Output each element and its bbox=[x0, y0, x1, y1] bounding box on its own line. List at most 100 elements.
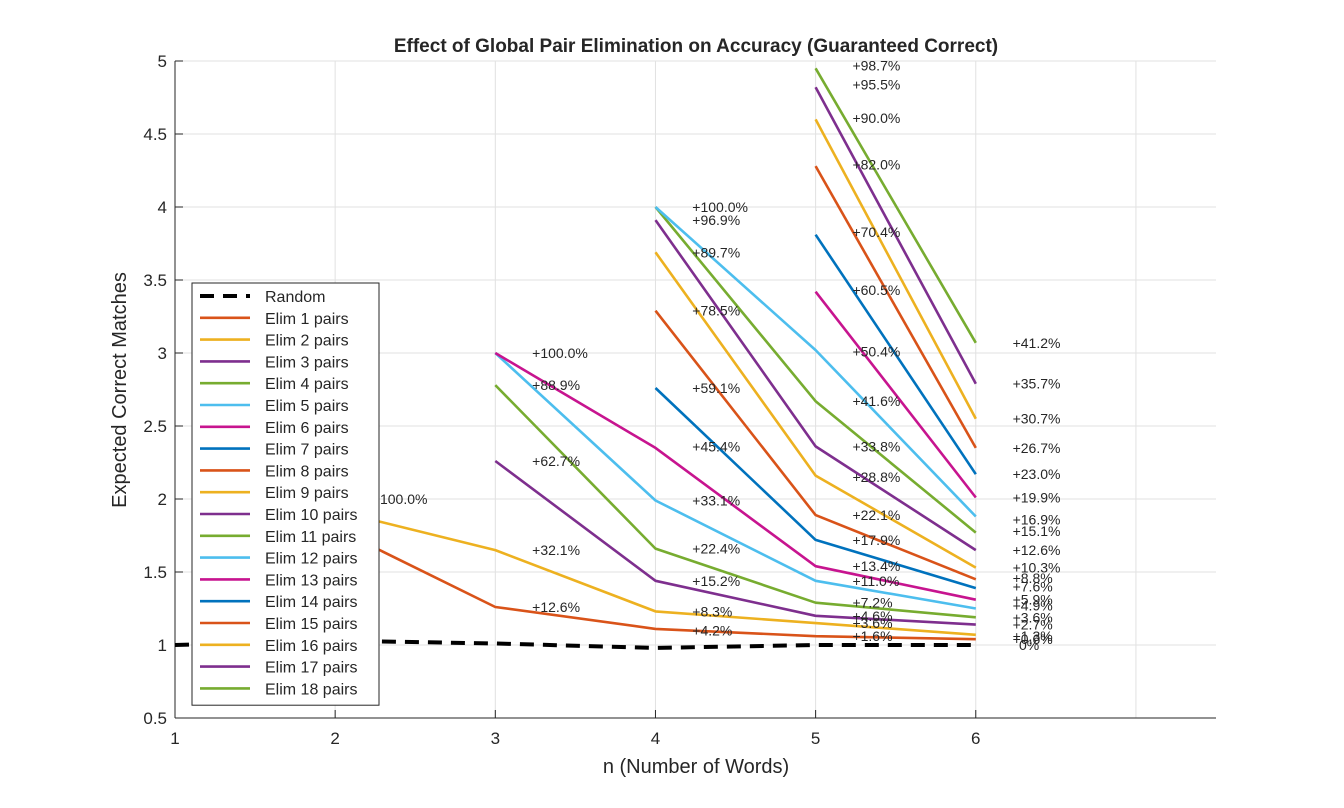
annotation-label: +8.3% bbox=[692, 603, 732, 619]
annotation-label: +89.7% bbox=[692, 244, 740, 260]
series-line-elim-18 bbox=[814, 67, 977, 344]
annotation-label: +100.0% bbox=[532, 345, 588, 361]
series-line-elim-9 bbox=[654, 251, 977, 569]
x-axis-label: n (Number of Words) bbox=[603, 756, 789, 778]
annotation-label: +90.0% bbox=[852, 110, 900, 126]
legend-entry: Elim 7 pairs bbox=[265, 442, 349, 459]
annotation-label: +15.2% bbox=[692, 573, 740, 589]
y-tick-label: 2.5 bbox=[143, 417, 167, 436]
annotation-label: +100.0% bbox=[692, 199, 748, 215]
x-tick-label: 2 bbox=[330, 729, 339, 748]
annotation-label: +3.6% bbox=[852, 615, 892, 631]
annotation-label: +28.8% bbox=[852, 469, 900, 485]
annotation-label: 0% bbox=[1019, 637, 1039, 653]
annotation-label: +15.1% bbox=[1013, 523, 1061, 539]
annotation-label: +11.0% bbox=[852, 573, 899, 589]
series-line-elim-4 bbox=[494, 384, 976, 619]
annotation-label: +16.9% bbox=[1013, 511, 1061, 527]
annotation-label: +95.5% bbox=[852, 76, 900, 92]
annotation-label: +4.9% bbox=[1013, 598, 1053, 614]
y-tick-label: 1 bbox=[158, 636, 167, 655]
x-ticks: 1 2 3 4 5 6 bbox=[170, 729, 980, 748]
annotation-label: +96.9% bbox=[692, 212, 740, 228]
series-line-elim-2 bbox=[334, 509, 976, 637]
y-tick-label: 1.5 bbox=[143, 563, 167, 582]
annotation-label: +7.2% bbox=[852, 595, 892, 611]
annotation-label: +12.6% bbox=[532, 599, 580, 615]
legend-entry: Elim 18 pairs bbox=[265, 681, 357, 698]
annotation-label: +7.6% bbox=[1013, 579, 1053, 595]
annotation-label: +45.4% bbox=[692, 438, 740, 454]
y-tick-label: 3.5 bbox=[143, 271, 167, 290]
series-line-elim-1 bbox=[334, 527, 976, 641]
annotation-label: +0.6% bbox=[1013, 631, 1053, 647]
y-tick-label: 0.5 bbox=[143, 709, 167, 728]
series-line-elim-14 bbox=[814, 233, 977, 475]
annotation-label: +12.6% bbox=[1013, 542, 1061, 558]
annotations: 100.0% +100.0% +88.9% +62.7% +32.1% +12.6% +10… bbox=[380, 57, 1060, 653]
series-line-elim-6 bbox=[494, 351, 977, 601]
annotation-label: +33.1% bbox=[692, 492, 740, 508]
series-line-elim-10 bbox=[654, 219, 977, 552]
series-line-elim-12 bbox=[654, 206, 977, 518]
annotation-label: +8.8% bbox=[1013, 570, 1053, 586]
y-tick-label: 2 bbox=[158, 490, 167, 509]
y-axis-label: Expected Correct Matches bbox=[109, 272, 131, 508]
y-tick-label: 5 bbox=[158, 52, 167, 71]
series-line-random bbox=[174, 638, 976, 650]
legend-entry: Elim 2 pairs bbox=[265, 333, 349, 350]
legend-entry: Elim 16 pairs bbox=[265, 638, 357, 655]
legend-entry: Elim 14 pairs bbox=[265, 594, 357, 611]
x-tick-label: 6 bbox=[971, 729, 980, 748]
legend-box bbox=[191, 282, 380, 706]
annotation-label: +50.4% bbox=[852, 344, 900, 360]
series-line-elim-5 bbox=[494, 352, 977, 610]
x-tick-label: 5 bbox=[811, 729, 820, 748]
annotation-label: +17.9% bbox=[852, 532, 900, 548]
annotation-label: +1.6% bbox=[852, 628, 892, 644]
chart-title: Effect of Global Pair Elimination on Acc… bbox=[394, 36, 998, 57]
annotation-label: +78.5% bbox=[692, 303, 740, 319]
annotation-label: +59.1% bbox=[692, 380, 740, 396]
annotation-label: +41.2% bbox=[1013, 335, 1061, 351]
annotation-label: +23.0% bbox=[1013, 466, 1061, 482]
annotation-label: +2.7% bbox=[1013, 617, 1053, 633]
annotation-label: +5.9% bbox=[1013, 592, 1053, 608]
legend-entry: Elim 15 pairs bbox=[265, 616, 357, 633]
x-tick-label: 4 bbox=[651, 729, 660, 748]
annotation-label: +62.7% bbox=[532, 453, 580, 469]
annotation-label: +3.6% bbox=[1013, 609, 1053, 625]
annotation-label: +4.6% bbox=[852, 608, 892, 624]
legend-entry: Random bbox=[265, 289, 325, 306]
legend-entry: Elim 3 pairs bbox=[265, 354, 349, 371]
annotation-label: +26.7% bbox=[1013, 440, 1061, 456]
legend-entry: Elim 8 pairs bbox=[265, 463, 349, 480]
series-line-elim-17 bbox=[814, 86, 977, 385]
series-line-elim-16 bbox=[814, 118, 977, 420]
legend-entry: Elim 17 pairs bbox=[265, 660, 357, 677]
legend-entry: Elim 6 pairs bbox=[265, 420, 349, 437]
legend-entry: Elim 10 pairs bbox=[265, 507, 357, 524]
legend-entry: Elim 13 pairs bbox=[265, 572, 357, 589]
annotation-label: +22.1% bbox=[852, 507, 900, 523]
legend-entry: Elim 1 pairs bbox=[265, 311, 349, 328]
series-line-elim-7 bbox=[654, 387, 977, 590]
annotation-label: +30.7% bbox=[1013, 411, 1061, 427]
x-tick-label: 1 bbox=[170, 729, 179, 748]
annotation-label: +32.1% bbox=[532, 542, 580, 558]
annotation-label: +13.4% bbox=[852, 558, 900, 574]
legend-entry: Elim 4 pairs bbox=[265, 376, 349, 393]
x-tick-label: 3 bbox=[491, 729, 500, 748]
legend-entry: Elim 11 pairs bbox=[265, 529, 356, 546]
annotation-label: +33.8% bbox=[852, 438, 900, 454]
legend-entry: Elim 12 pairs bbox=[265, 551, 357, 568]
annotation-label: +10.3% bbox=[1013, 560, 1061, 576]
annotation-label: +60.5% bbox=[852, 282, 900, 298]
annotation-label: +41.6% bbox=[852, 393, 900, 409]
y-tick-label: 4.5 bbox=[143, 125, 167, 144]
series-line-elim-13 bbox=[814, 290, 977, 499]
legend: Random Elim 1 pairs Elim 2 pairs Elim 3 pai… bbox=[191, 282, 380, 706]
legend-entry: Elim 9 pairs bbox=[265, 485, 349, 502]
annotation-label: +98.7% bbox=[852, 57, 900, 73]
